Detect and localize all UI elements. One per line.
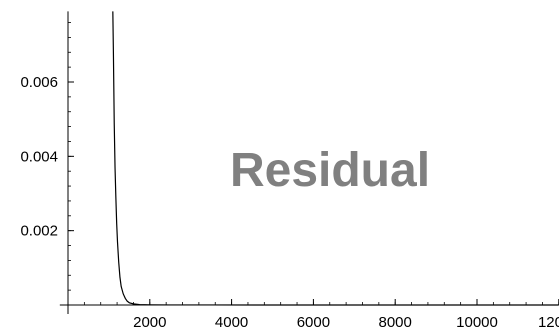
y-tick-labels: 0.002 0.004 0.006 <box>20 74 58 240</box>
major-ticks <box>68 81 559 305</box>
residual-annotation: Residual <box>230 144 430 197</box>
x-tick-label: 12000 <box>538 314 559 330</box>
y-tick-label: 0.006 <box>20 74 58 91</box>
x-tick-labels: 2000 4000 6000 8000 10000 12000 <box>133 314 559 330</box>
x-tick-label: 2000 <box>133 314 166 330</box>
residual-series-line <box>112 11 559 306</box>
y-tick-label: 0.002 <box>20 223 58 240</box>
x-tick-label: 6000 <box>297 314 330 330</box>
x-tick-label: 4000 <box>215 314 248 330</box>
x-tick-label: 8000 <box>379 314 412 330</box>
y-tick-label: 0.004 <box>20 148 58 165</box>
x-tick-label: 10000 <box>456 314 498 330</box>
